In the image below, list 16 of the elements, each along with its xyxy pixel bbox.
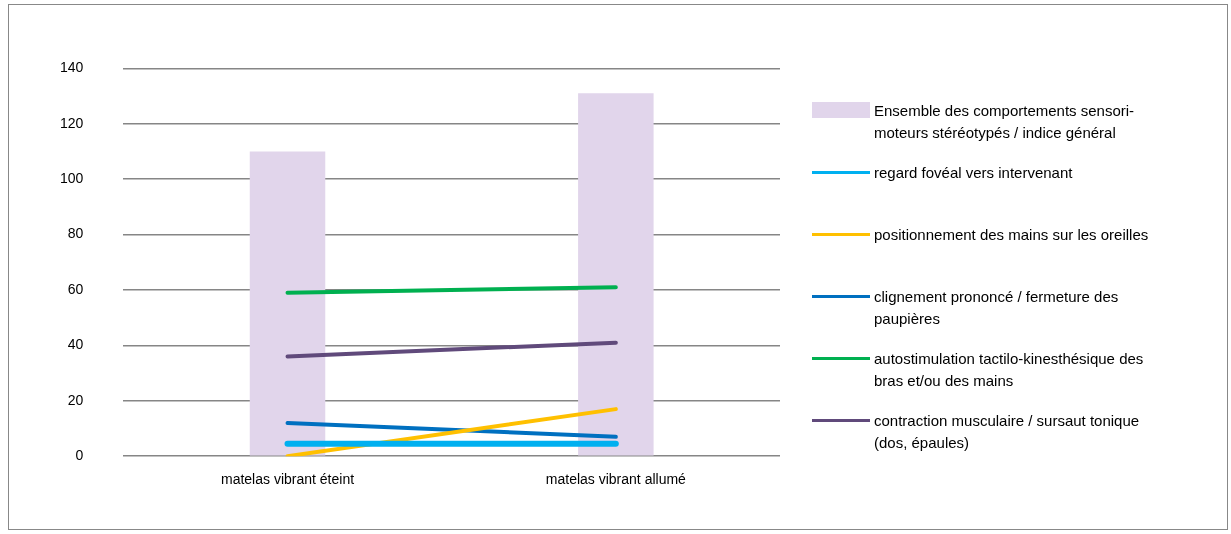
legend-label: clignement prononcé / fermeture des paupières [874, 287, 1120, 329]
y-tick-label: 60 [67, 280, 84, 297]
y-tick-label: 0 [75, 447, 84, 464]
y-tick-label: 80 [67, 225, 84, 242]
legend-label: contraction musculaire / sursaut tonique (dos, épaules) [874, 411, 1141, 453]
x-tick-label: matelas vibrant éteint [220, 471, 355, 488]
legend-label: Ensemble des comportements sensori-moteurs stéréotypés / indice général [874, 101, 1136, 143]
x-tick-label: matelas vibrant allumé [545, 471, 687, 488]
legend-label: autostimulation tactilo-kinesthésique des bras et/ou des mains [874, 349, 1145, 391]
legend-label: regard fovéal vers intervenant [874, 163, 1073, 183]
y-tick-label: 120 [60, 114, 84, 131]
y-tick-label: 20 [67, 391, 84, 408]
legend-label: positionnement des mains sur les oreilles [874, 225, 1149, 245]
y-tick-label: 40 [67, 336, 84, 353]
y-tick-label: 140 [60, 59, 84, 76]
y-tick-label: 100 [60, 170, 84, 187]
